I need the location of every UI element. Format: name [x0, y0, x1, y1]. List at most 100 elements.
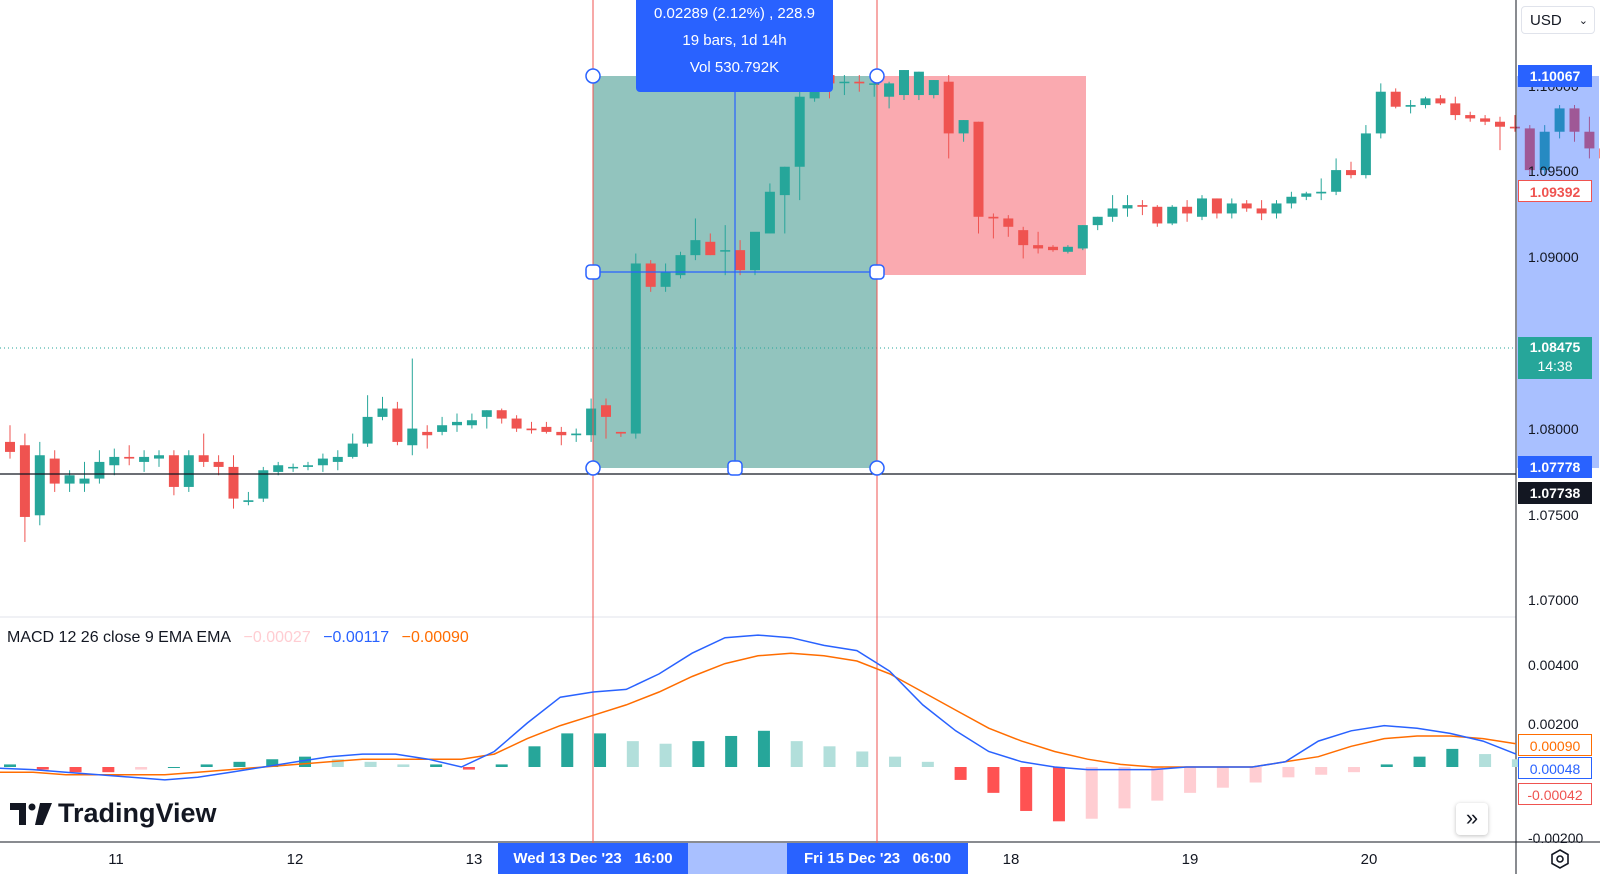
candle-body — [94, 461, 105, 479]
macd-line — [0, 634, 1517, 781]
candle-body — [869, 83, 880, 85]
macd-histogram-bar — [528, 746, 541, 767]
candle-body — [1182, 206, 1193, 214]
currency-selector[interactable]: USD ⌄ — [1521, 6, 1595, 34]
candle-body — [377, 408, 388, 417]
macd-histogram-bar — [561, 733, 574, 767]
macd-histogram-bar — [430, 764, 443, 767]
measure-handle-bottom-mid[interactable] — [727, 460, 743, 476]
measure-handle-top-left[interactable] — [585, 68, 601, 84]
candle-body — [839, 81, 850, 84]
macd-tick: 0.00400 — [1528, 657, 1579, 673]
macd-legend-macd: −0.00117 — [323, 629, 390, 646]
candle-body — [1450, 103, 1461, 116]
measure-handle-top-right[interactable] — [869, 68, 885, 84]
price-tick: 1.09000 — [1528, 249, 1579, 265]
candle-body — [392, 408, 403, 442]
candle-body — [1539, 131, 1550, 171]
range-end-time-label: Fri 15 Dec '23 06:00 — [787, 843, 968, 874]
candle-body — [705, 241, 716, 256]
candle-body — [615, 431, 626, 434]
macd-histogram-bar — [725, 735, 738, 767]
macd-histogram-bar — [495, 764, 508, 767]
candle-body — [1077, 225, 1088, 249]
macd-histogram-bar — [4, 764, 16, 767]
candle-body — [1197, 198, 1207, 217]
settings-icon[interactable] — [1550, 849, 1570, 869]
candle-body — [1509, 126, 1520, 129]
macd-histogram-bar — [626, 741, 639, 767]
candle-body — [243, 500, 254, 502]
countdown: 14:38 — [1537, 358, 1573, 374]
candle-body — [1405, 105, 1416, 107]
measure-change: 0.02289 (2.12%) , 228.9 — [654, 5, 815, 22]
candle-body — [1301, 193, 1312, 197]
macd-histogram-bar — [200, 764, 213, 767]
candle-body — [258, 470, 269, 499]
candle-body — [1271, 203, 1282, 214]
candle-body — [5, 441, 15, 452]
candle-body — [168, 455, 179, 487]
candle-body — [1435, 98, 1446, 104]
candle-body — [407, 428, 418, 446]
scroll-to-realtime-button[interactable]: » — [1456, 803, 1488, 835]
measure-handle-mid-right[interactable] — [869, 264, 885, 280]
macd-histogram-bar — [594, 733, 607, 767]
measure-handle-bottom-left[interactable] — [585, 460, 601, 476]
candle-body — [303, 465, 313, 467]
macd-histogram-bar — [1511, 759, 1524, 767]
macd-histogram-bar — [1118, 767, 1131, 809]
candle-body — [124, 456, 135, 459]
measure-bars: 19 bars, 1d 14h — [682, 32, 787, 49]
macd-histogram-bar — [102, 767, 115, 773]
macd-histogram-bar — [1479, 754, 1492, 767]
macd-histogram-bar — [1315, 767, 1328, 775]
brand-name: TradingView — [58, 798, 217, 828]
candle-body — [1048, 246, 1058, 251]
candle-body — [466, 420, 477, 426]
macd-histogram-bar — [659, 743, 672, 767]
candle-body — [1495, 121, 1505, 127]
candle-body — [317, 458, 328, 466]
macd-histogram-bar — [1249, 767, 1262, 783]
macd-histogram-bar — [1380, 764, 1393, 767]
candle-body — [228, 466, 239, 499]
macd-histogram-bar — [1216, 767, 1229, 788]
macd-line-tag: 0.00048 — [1518, 757, 1592, 779]
last-red-tag: 1.09392 — [1518, 180, 1592, 202]
candle-body — [943, 81, 954, 134]
macd-histogram-bar — [757, 730, 770, 767]
measure-handle-mid-left[interactable] — [585, 264, 601, 280]
candle-body — [1122, 205, 1133, 209]
macd-histogram-bar — [1020, 767, 1033, 811]
candle-body — [1137, 205, 1148, 207]
candle-body — [1375, 91, 1386, 134]
candle-body — [854, 81, 865, 84]
range-start-time-label: Wed 13 Dec '23 16:00 — [498, 843, 688, 874]
current-price-value: 1.08475 — [1529, 339, 1581, 355]
price-tick: 1.08000 — [1528, 421, 1579, 437]
macd-pane — [0, 634, 1590, 822]
measure-handle-bottom-right[interactable] — [869, 460, 885, 476]
candle-body — [764, 191, 775, 234]
macd-histogram-bar — [331, 759, 344, 767]
candle-body — [154, 455, 164, 459]
macd-legend-title: MACD 12 26 close 9 EMA EMA — [7, 629, 232, 646]
candle-body — [1062, 246, 1073, 252]
price-tick: 1.07500 — [1528, 507, 1579, 523]
candle-body — [928, 80, 939, 96]
candle-body — [660, 271, 671, 287]
macd-histogram-bar — [397, 764, 410, 767]
candle-body — [794, 96, 805, 167]
price-tick: 1.09500 — [1528, 163, 1579, 179]
macd-legend[interactable]: MACD 12 26 close 9 EMA EMA −0.00027 −0.0… — [7, 629, 477, 647]
macd-histogram-bar — [790, 741, 803, 767]
candle-body — [139, 456, 150, 462]
tradingview-logo[interactable]: TradingView — [10, 798, 217, 829]
candle-body — [1524, 128, 1535, 171]
macd-histogram-bar — [692, 741, 705, 767]
candle-body — [49, 458, 60, 484]
time-tick: 11 — [108, 851, 124, 868]
candle-body — [1390, 91, 1401, 107]
